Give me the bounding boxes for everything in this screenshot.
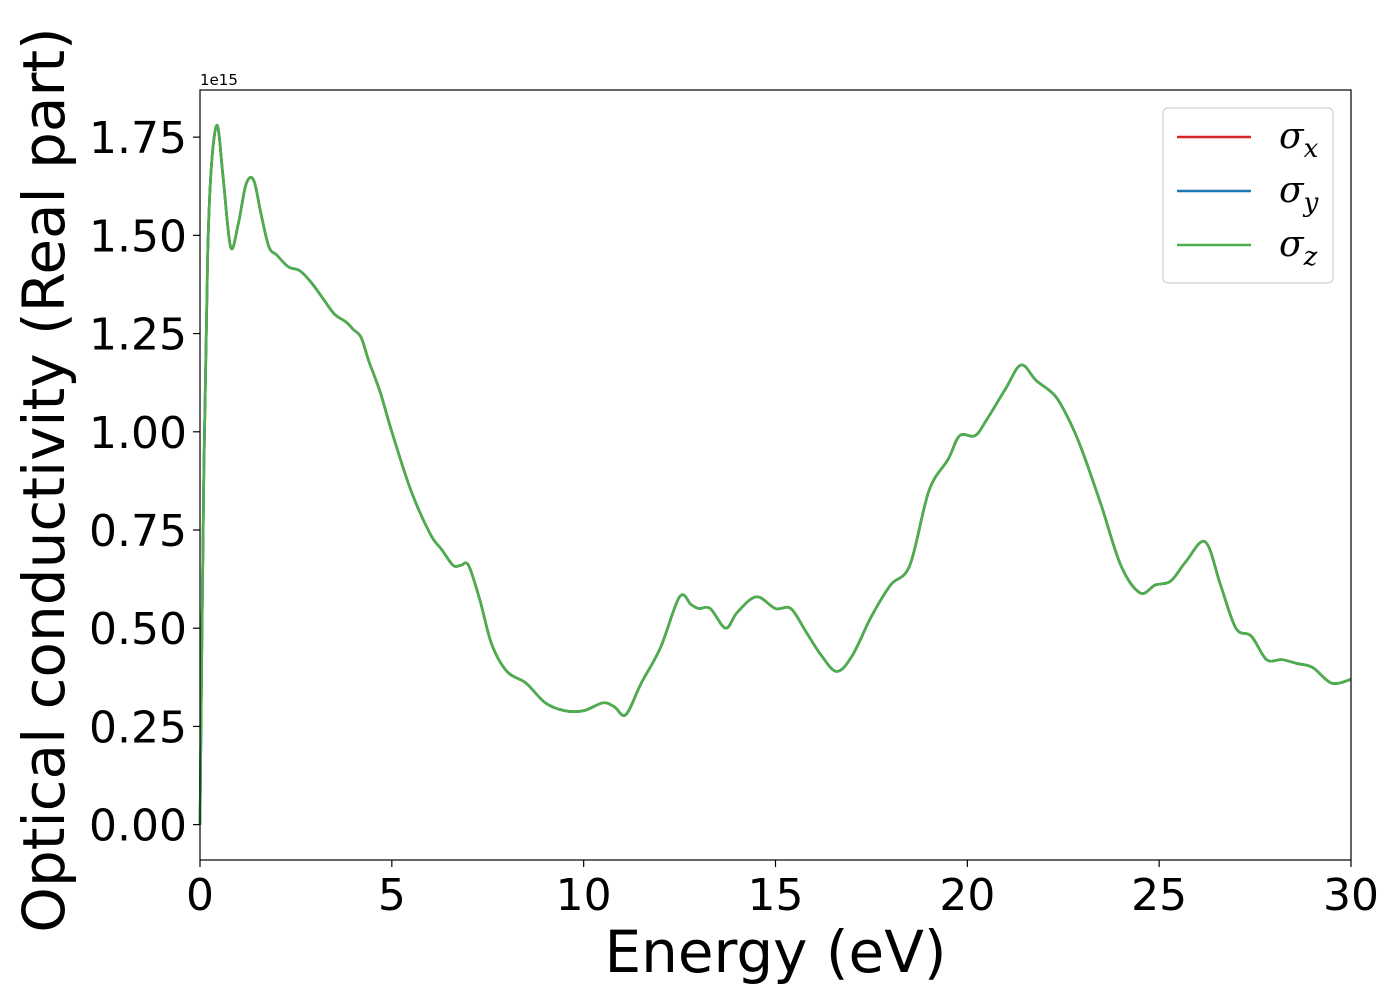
x-tick-label: 25 (1131, 870, 1187, 921)
y-tick-label: 0.25 (89, 702, 187, 753)
legend-label-symbol: σ (1279, 170, 1305, 211)
x-axis-title: Energy (eV) (604, 918, 946, 986)
legend-label-subscript: y (1303, 188, 1319, 218)
legend-label-subscript: x (1304, 134, 1319, 164)
y-tick-label: 0.50 (89, 604, 187, 655)
x-tick-label: 0 (186, 870, 214, 921)
y-axis-ticks: 0.00 0.25 0.50 0.75 1.00 1.25 1.50 1.75 (89, 113, 200, 852)
x-tick-label: 15 (748, 870, 804, 921)
legend-label-symbol: σ (1279, 116, 1305, 157)
y-tick-label: 0.00 (89, 801, 187, 852)
y-tick-label: 0.75 (89, 506, 187, 557)
legend-box (1162, 107, 1334, 284)
legend-label-symbol: σ (1279, 224, 1305, 265)
y-tick-label: 1.75 (89, 113, 187, 164)
legend-label-y: σy (1279, 170, 1319, 218)
legend-label-z: σz (1279, 224, 1318, 272)
y-tick-label: 1.00 (89, 408, 187, 459)
series-line-z (198, 124, 1352, 825)
series-layer (198, 124, 1352, 825)
y-axis-title: Optical conductivity (Real part) (10, 27, 78, 932)
y-offset-label: 1e15 (200, 71, 238, 89)
y-tick-label: 1.25 (89, 310, 187, 361)
x-tick-label: 20 (939, 870, 995, 921)
x-axis-ticks: 0 5 10 15 20 25 30 (186, 860, 1379, 921)
x-tick-label: 5 (378, 870, 406, 921)
legend-label-x: σx (1279, 116, 1319, 164)
legend-label-subscript: z (1303, 242, 1318, 272)
x-tick-label: 10 (556, 870, 612, 921)
y-tick-label: 1.50 (89, 211, 187, 262)
x-tick-label: 30 (1323, 870, 1379, 921)
